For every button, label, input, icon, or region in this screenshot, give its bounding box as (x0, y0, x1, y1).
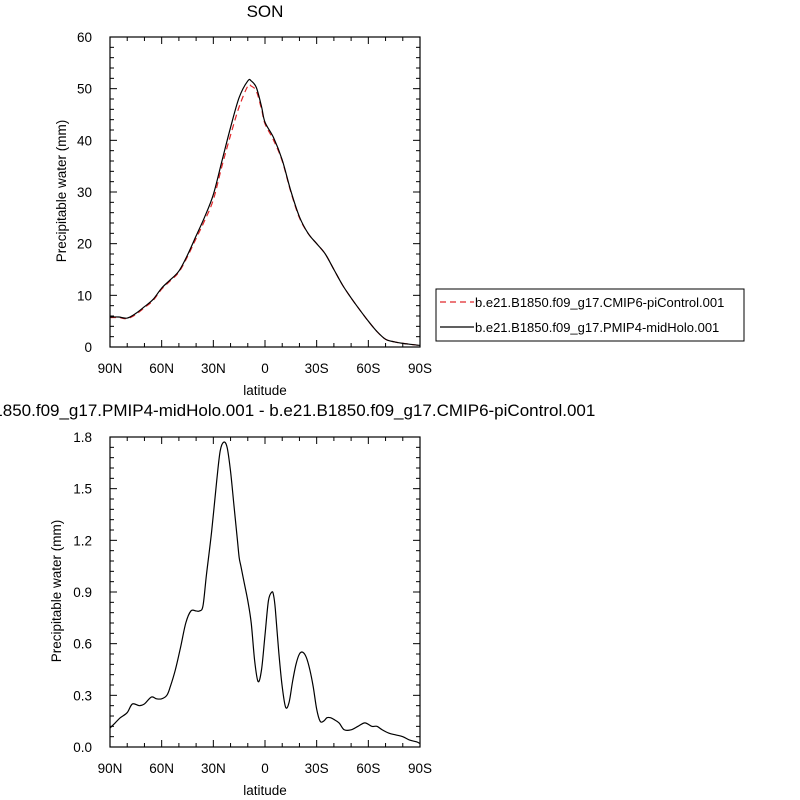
top-y-tick-label: 0 (84, 340, 92, 355)
top-series-line-1 (109, 78, 421, 347)
top-chart-title: SON (247, 2, 284, 21)
top-plot-frame (109, 36, 421, 348)
top-plot-area: 90N 60N 30N 0 30S 60S 90S 0 10 20 30 40 50 60 (77, 30, 432, 376)
top-x-tick-label: 0 (261, 361, 269, 376)
bottom-x-tick-label: 90S (408, 761, 432, 776)
top-y-tick-label: 20 (77, 237, 92, 252)
top-x-tick-label: 90N (98, 361, 123, 376)
top-y-axis-label: Precipitable water (mm) (54, 120, 69, 263)
bottom-x-tick-label: 60S (356, 761, 380, 776)
legend-box (435, 288, 745, 342)
bottom-y-tick-label: 0.0 (73, 740, 92, 755)
bottom-plot-area: 90N 60N 30N 0 30S 60S 90S 0.0 0.3 0.6 0.9 1.2 1.5 1.8 (73, 430, 432, 776)
bottom-chart-title: b.e21.B1850.f09_g17.PMIP4-midHolo.001 - … (0, 401, 595, 420)
bottom-plot-frame (109, 436, 421, 748)
bottom-y-tick-label: 1.5 (73, 482, 92, 497)
top-panel: SON 90N 60N 30N 0 30S 60S 90S 0 10 20 30 40 50 60 lat… (54, 2, 745, 398)
top-y-tick-label: 40 (77, 133, 92, 148)
bottom-x-tick-label: 60N (149, 761, 174, 776)
bottom-y-tick-label: 0.3 (73, 688, 92, 703)
bottom-series-line-0 (109, 441, 421, 745)
legend: b.e21.B1850.f09_g17.CMIP6-piControl.001 … (435, 288, 745, 342)
top-y-tick-label: 30 (77, 185, 92, 200)
bottom-x-tick-label: 0 (261, 761, 269, 776)
bottom-y-tick-label: 0.6 (73, 637, 92, 652)
bottom-x-axis-label: latitude (243, 783, 287, 798)
bottom-x-tick-label: 90N (98, 761, 123, 776)
bottom-panel: b.e21.B1850.f09_g17.PMIP4-midHolo.001 - … (0, 401, 595, 798)
bottom-y-axis-label: Precipitable water (mm) (49, 520, 64, 663)
top-x-tick-label: 30N (201, 361, 226, 376)
top-x-tick-label: 60N (149, 361, 174, 376)
bottom-y-tick-label: 1.2 (73, 533, 92, 548)
top-x-tick-label: 30S (305, 361, 329, 376)
bottom-x-tick-label: 30S (305, 761, 329, 776)
top-x-axis-label: latitude (243, 383, 287, 398)
top-y-tick-label: 50 (77, 82, 92, 97)
top-x-tick-label: 60S (356, 361, 380, 376)
bottom-y-tick-label: 1.8 (73, 430, 92, 445)
top-y-tick-label: 60 (77, 30, 92, 45)
top-x-tick-label: 90S (408, 361, 432, 376)
bottom-x-tick-label: 30N (201, 761, 226, 776)
top-y-tick-label: 10 (77, 288, 92, 303)
legend-midholo-label: b.e21.B1850.f09_g17.PMIP4-midHolo.001 (475, 320, 719, 335)
bottom-y-tick-label: 0.9 (73, 585, 92, 600)
legend-control-label: b.e21.B1850.f09_g17.CMIP6-piControl.001 (475, 295, 724, 310)
